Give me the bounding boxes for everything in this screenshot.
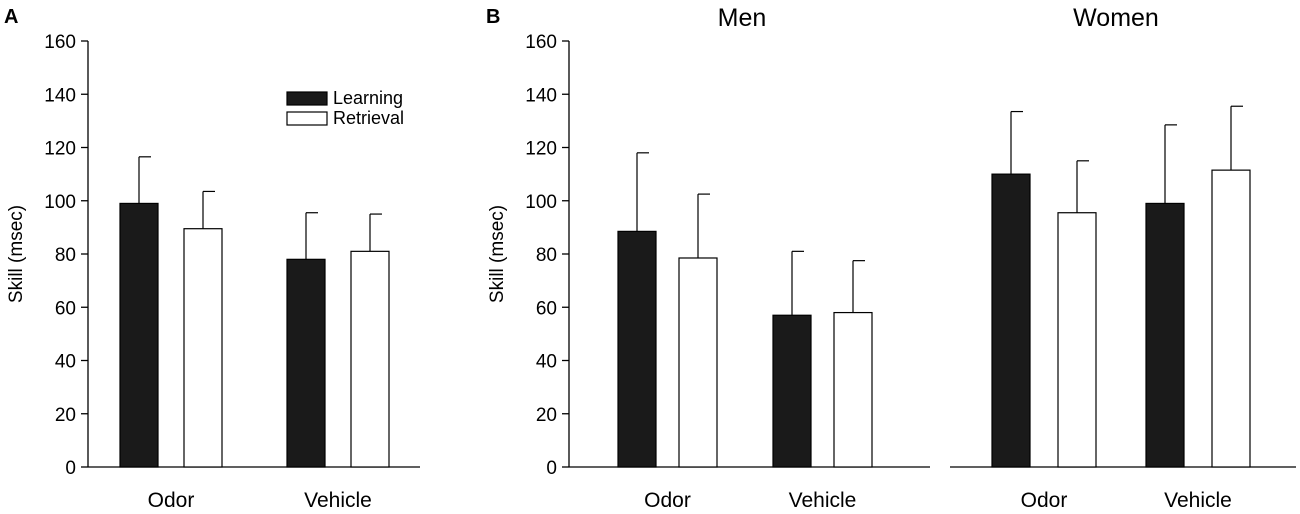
men-y-tick-label: 0: [546, 458, 557, 479]
panel-a-bar-learning-odor: [119, 202, 159, 468]
men-y-tick-label: 80: [536, 245, 557, 266]
panel-a-y-tick-label: 80: [55, 245, 76, 266]
men-y-tick-label: 20: [536, 405, 557, 426]
panel-a-category-label: Vehicle: [304, 489, 372, 512]
panel-a-bar-retrieval-odor: [183, 228, 223, 468]
panel-a-y-tick-label: 40: [55, 352, 76, 373]
panel-b-letter: B: [486, 6, 500, 28]
men-category-label: Odor: [644, 489, 691, 512]
panel-a-legend-label: Retrieval: [333, 108, 404, 128]
panel-a-letter: A: [4, 6, 18, 28]
men-y-tick-label: 120: [525, 139, 557, 160]
women-bar-learning-odor: [991, 173, 1031, 468]
men-y-tick-label: 60: [536, 298, 557, 319]
panel-b-women-title: Women: [1073, 4, 1159, 32]
panel-a-y-tick-label: 20: [55, 405, 76, 426]
panel-a-legend-swatch-retrieval: [286, 111, 328, 126]
men-bar-retrieval-odor: [678, 257, 718, 468]
men-y-tick-label: 160: [525, 32, 557, 53]
panel-a-y-tick-label: 140: [44, 85, 76, 106]
panel-a-legend-label: Learning: [333, 88, 403, 108]
panel-a-bar-learning-vehicle: [286, 258, 326, 468]
panel-b-women-chart: Odor Vehicle: [950, 105, 1296, 512]
women-bar-retrieval-odor: [1057, 212, 1097, 468]
panel-a-y-tick-label: 100: [44, 192, 76, 213]
panel-a-legend-swatch-learning: [286, 91, 328, 106]
men-bar-retrieval-vehicle: [833, 311, 873, 468]
panel-b-men-title: Men: [718, 4, 767, 32]
panel-a-y-tick-label: 120: [44, 139, 76, 160]
panel-a-y-tick-label: 0: [65, 458, 76, 479]
panel-a-chart: 0 20 40 60 80 100 120 140 160 Odor Vehicle Learning…: [44, 32, 420, 512]
panel-a-y-tick-label: 60: [55, 298, 76, 319]
women-category-label: Odor: [1021, 489, 1068, 512]
panel-a-bar-retrieval-vehicle: [350, 250, 390, 468]
panel-a-category-label: Odor: [148, 489, 195, 512]
panel-a-y-tick-label: 160: [44, 32, 76, 53]
men-y-tick-label: 100: [525, 192, 557, 213]
men-y-tick-label: 40: [536, 352, 557, 373]
women-bar-learning-vehicle: [1145, 202, 1185, 468]
men-category-label: Vehicle: [789, 489, 857, 512]
panel-a-ylabel: Skill (msec): [6, 205, 27, 303]
panel-b-men-chart: 0 20 40 60 80 100 120 140 160 Odor Vehicle: [525, 32, 930, 512]
men-bar-learning-odor: [617, 230, 657, 468]
panel-b-ylabel: Skill (msec): [487, 205, 508, 303]
women-bar-retrieval-vehicle: [1211, 169, 1251, 468]
women-category-label: Vehicle: [1164, 489, 1232, 512]
men-y-tick-label: 140: [525, 85, 557, 106]
men-bar-learning-vehicle: [772, 314, 812, 468]
